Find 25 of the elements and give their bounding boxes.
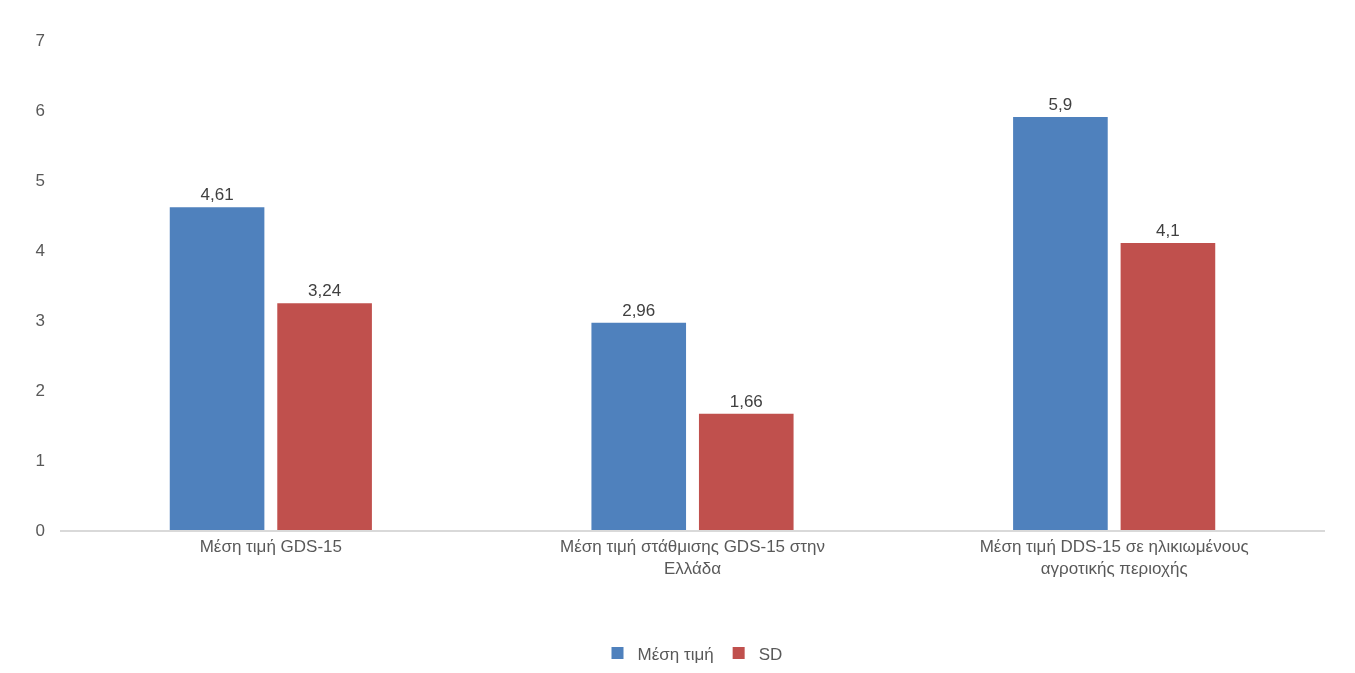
data-label: 1,66 [729,391,763,411]
y-tick-label: 0 [35,520,45,540]
legend-label: SD [758,644,783,664]
legend-label: Μέση τιμή [637,644,714,664]
y-tick-label: 1 [35,450,45,470]
bar [169,207,265,530]
x-tick-label: Μέση τιμή DDS-15 σε ηλικιωμένους αγροτικής περιοχής [979,537,1249,579]
y-tick-label: 5 [35,170,45,190]
y-tick-label: 7 [35,30,45,50]
y-tick-label: 3 [35,310,45,330]
bar [591,322,687,530]
y-tick-label: 4 [35,240,45,260]
x-tick-label: Μέση τιμή GDS-15 [199,537,342,557]
data-label: 4,61 [200,185,234,205]
data-label: 3,24 [308,281,342,301]
bar [698,413,794,530]
data-label: 4,1 [1156,221,1180,240]
bar [277,303,372,530]
bar [1120,243,1216,530]
data-label: 5,9 [1048,95,1073,114]
x-tick-label: Μέση τιμή στάθμισης GDS-15 στην Ελλάδα [560,537,825,579]
y-tick-label: 6 [35,100,45,120]
data-label: 2,96 [622,300,656,320]
y-tick-label: 2 [35,380,45,400]
bar [1013,117,1108,530]
